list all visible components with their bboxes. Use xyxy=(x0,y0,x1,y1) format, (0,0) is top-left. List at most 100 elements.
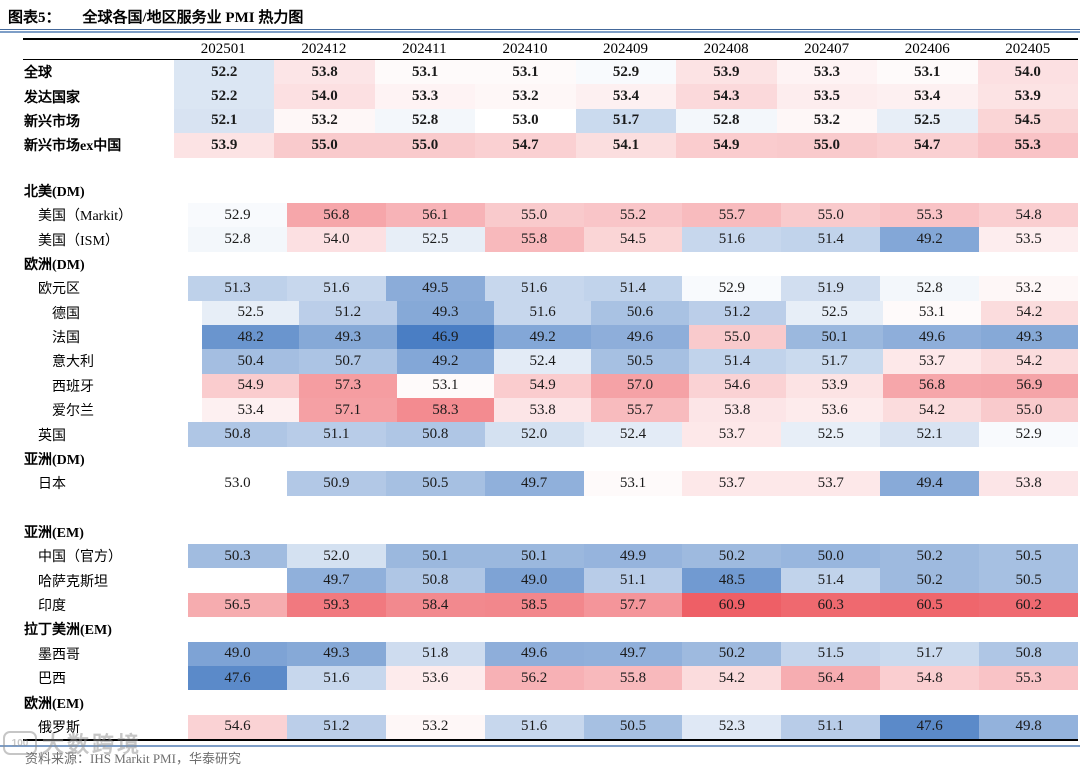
row-label: 欧元区 xyxy=(38,282,80,298)
heatmap-cell: 55.7 xyxy=(682,202,782,228)
heatmap-cell: 51.4 xyxy=(583,276,683,301)
heatmap-cell: 51.1 xyxy=(781,714,881,740)
heatmap-cell: 50.8 xyxy=(188,422,287,447)
heatmap-cell: 53.4 xyxy=(877,84,978,109)
heatmap-cell: 54.5 xyxy=(583,227,683,252)
row-label: 意大利 xyxy=(52,355,94,371)
heatmap-cell: 57.1 xyxy=(299,398,397,423)
heatmap-cell: 55.3 xyxy=(979,665,1079,691)
heatmap-cell: 51.2 xyxy=(688,300,786,325)
heatmap-cell: 52.0 xyxy=(484,422,584,447)
heatmap-cell: 50.5 xyxy=(591,349,689,374)
heatmap-cell: 50.1 xyxy=(385,544,485,569)
heatmap-cell: 50.5 xyxy=(979,544,1079,569)
row-label: 欧洲(EM) xyxy=(24,696,84,712)
heatmap-cell: 55.0 xyxy=(781,202,881,228)
heatmap-row: 美国（ISM） 52.8 54.0 52.5 55.8 54.5 51.6 51.4 49.2 5… xyxy=(23,227,1079,252)
heatmap-cell: 55.0 xyxy=(980,398,1078,423)
heatmap-cell: 53.9 xyxy=(676,60,777,85)
heatmap-cell: 51.8 xyxy=(385,641,485,666)
footer-rule-blue xyxy=(0,745,1080,747)
heatmap-cell: 52.1 xyxy=(880,422,980,447)
spacer-row xyxy=(23,158,1078,179)
heatmap-cell: 51.4 xyxy=(688,349,786,374)
heatmap-cell: 50.5 xyxy=(979,568,1079,593)
heatmap-row: 俄罗斯 54.6 51.2 53.2 51.6 50.5 52.3 51.1 47.6 49.8 xyxy=(23,714,1079,740)
heatmap-cell: 50.3 xyxy=(188,544,287,569)
section-header-row: 北美(DM) xyxy=(23,179,1078,203)
heatmap-cell: 56.1 xyxy=(385,202,485,228)
heatmap-cell: 54.6 xyxy=(688,373,786,399)
heatmap-cell: 50.0 xyxy=(781,544,881,569)
heatmap-cell: 49.0 xyxy=(484,568,584,593)
figure-title-row: 图表5： 全球各国/地区服务业 PMI 热力图 xyxy=(8,6,303,27)
heatmap-header-row: 202501 202412 202411 202410 202409 202408 2024… xyxy=(23,38,1078,60)
heatmap-cell: 52.5 xyxy=(202,300,300,325)
heatmap-body: 全球 52.2 53.8 53.1 53.1 52.9 53.9 53.3 53.1 54.0 发达… xyxy=(23,60,1079,742)
column-header: 202405 xyxy=(1005,41,1051,57)
heatmap-cell: 49.3 xyxy=(286,641,386,666)
heatmap-cell: 51.7 xyxy=(575,108,677,134)
figure-title: 全球各国/地区服务业 PMI 热力图 xyxy=(82,10,304,26)
heatmap-cell: 58.3 xyxy=(396,398,494,423)
heatmap-cell: 51.2 xyxy=(286,714,386,740)
heatmap-cell: 59.3 xyxy=(286,592,386,618)
heatmap-cell: 56.8 xyxy=(286,202,386,228)
heatmap-cell: 52.9 xyxy=(682,276,782,301)
heatmap-cell: 53.8 xyxy=(274,60,375,85)
heatmap-cell: 49.7 xyxy=(484,471,584,496)
heatmap-cell: 53.0 xyxy=(475,108,576,134)
heatmap-cell: 54.9 xyxy=(676,133,777,158)
heatmap-row: 英国 50.8 51.1 50.8 52.0 52.4 53.7 52.5 52.1 52.9 xyxy=(23,422,1079,447)
heatmap-cell: 54.2 xyxy=(980,349,1078,374)
heatmap-row: 日本 53.0 50.9 50.5 49.7 53.1 53.7 53.7 49.4 53.8 xyxy=(23,471,1079,496)
heatmap-cell: 54.6 xyxy=(188,714,287,740)
row-label: 全球 xyxy=(24,66,52,82)
heatmap-cell: 51.6 xyxy=(484,276,584,301)
heatmap-cell: 56.8 xyxy=(883,373,981,399)
heatmap-cell: 50.8 xyxy=(385,568,485,593)
heatmap-row: 爱尔兰 53.4 57.1 58.3 53.8 55.7 53.8 53.6 54.2 55.0 xyxy=(23,398,1078,423)
heatmap-cell: 49.6 xyxy=(484,641,584,666)
heatmap-cell: 51.4 xyxy=(781,568,881,593)
heatmap-cell: 51.6 xyxy=(286,276,386,301)
source-note: 资料来源：IHS Markit PMI，华泰研究 xyxy=(25,751,241,766)
heatmap-row: 意大利 50.4 50.7 49.2 52.4 50.5 51.4 51.7 53.7 54.2 xyxy=(23,349,1078,374)
heatmap-cell: 53.6 xyxy=(385,665,485,691)
heatmap-cell: 47.6 xyxy=(188,665,287,691)
heatmap-row: 德国 52.5 51.2 49.3 51.6 50.6 51.2 52.5 53.1 54.2 xyxy=(23,300,1078,325)
heatmap-row: 墨西哥 49.0 49.3 51.8 49.6 49.7 50.2 51.5 51.7 50.8 xyxy=(23,641,1079,666)
row-label: 新兴市场ex中国 xyxy=(24,139,122,155)
title-rule-blue xyxy=(0,31,1080,33)
heatmap-cell: 52.2 xyxy=(174,84,275,109)
heatmap-cell: 50.8 xyxy=(385,422,485,447)
row-label: 西班牙 xyxy=(52,379,94,395)
heatmap-cell: 49.6 xyxy=(883,324,981,350)
heatmap-cell: 53.4 xyxy=(575,84,677,109)
heatmap-cell: 54.0 xyxy=(977,60,1078,85)
heatmap-cell: 49.5 xyxy=(385,276,485,301)
heatmap-cell: 50.5 xyxy=(583,714,683,740)
heatmap-cell: 46.9 xyxy=(396,324,494,350)
heatmap-cell: 53.8 xyxy=(979,471,1079,496)
heatmap-cell: 52.2 xyxy=(174,60,275,85)
column-header: 202412 xyxy=(301,41,347,57)
row-label: 新兴市场 xyxy=(24,114,80,130)
heatmap-cell: 53.1 xyxy=(883,300,981,325)
heatmap-row: 印度 56.5 59.3 58.4 58.5 57.7 60.9 60.3 60.5 60.2 xyxy=(23,592,1079,618)
heatmap-cell: 48.5 xyxy=(682,568,782,593)
heatmap-cell: 52.5 xyxy=(877,108,978,134)
column-header: 202407 xyxy=(804,41,850,57)
heatmap-cell: 49.7 xyxy=(286,568,386,593)
heatmap-cell: 53.2 xyxy=(776,108,878,134)
heatmap-cell: 53.7 xyxy=(682,471,782,496)
heatmap-cell: 51.2 xyxy=(299,300,397,325)
row-label: 亚洲(EM) xyxy=(24,525,84,541)
heatmap-cell: 55.0 xyxy=(484,202,584,228)
heatmap-row: 新兴市场ex中国 53.9 55.0 55.0 54.7 54.1 54.9 55.0 54.7… xyxy=(23,133,1078,158)
heatmap-cell: 52.8 xyxy=(676,108,777,134)
heatmap-cell: 50.2 xyxy=(682,544,782,569)
heatmap-cell: 49.3 xyxy=(299,324,397,350)
heatmap-cell: 49.2 xyxy=(493,324,592,350)
heatmap-cell: 53.6 xyxy=(785,398,884,423)
